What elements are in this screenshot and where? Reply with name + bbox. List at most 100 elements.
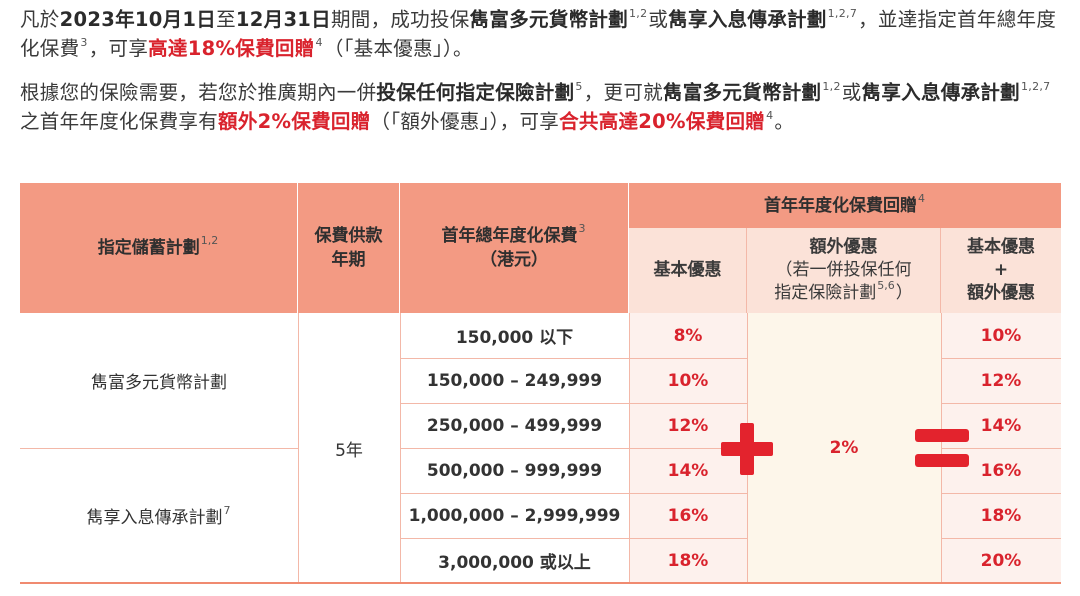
total-rebate-value: 20% (980, 550, 1022, 571)
basic-rebate-cell: 16% (629, 493, 747, 538)
footnote-ref: 5,6 (877, 279, 895, 292)
total-rebate-cell: 12% (941, 358, 1061, 403)
header-premium-line1: 首年總年度化保費 (441, 226, 578, 246)
payment-term-value: 5年 (335, 440, 363, 461)
header-extra-line1: 額外優惠 (809, 237, 878, 257)
header-total: 基本優惠 + 額外優惠 (941, 228, 1061, 313)
header-payment-term: 保費供款 年期 (298, 183, 400, 313)
divider (400, 403, 747, 404)
total-rebate-cell: 18% (941, 493, 1061, 538)
text: 。 (774, 110, 795, 133)
premium-cell: 150,000 以下 (400, 313, 629, 358)
text: 或 (648, 8, 669, 31)
text: 根據您的保險需要，若您於推廣期內一併 (20, 81, 377, 104)
header-rebate-label: 首年年度化保費回贈 (764, 195, 917, 216)
payment-term-cell: 5年 (298, 313, 400, 583)
premium-cell: 250,000 – 499,999 (400, 403, 629, 448)
divider (298, 313, 299, 583)
header-total-line1: 基本優惠 (967, 237, 1035, 257)
divider (400, 358, 747, 359)
highlight-text: 合共高達20%保費回贈 (559, 110, 766, 133)
total-rebate-value: 16% (980, 460, 1022, 481)
basic-rebate-value: 14% (667, 460, 709, 481)
header-plan: 指定儲蓄計劃1,2 (20, 183, 298, 313)
text: （「額外優惠」），可享 (370, 110, 560, 133)
plan-name: 雋富多元貨幣計劃 (662, 81, 822, 104)
text: ，並達指定首年總年度化保費 (20, 8, 1057, 60)
premium-cell: 150,000 – 249,999 (400, 358, 629, 403)
plan-name: 雋享入息傳承計劃 (861, 81, 1020, 104)
header-total-line3: 額外優惠 (967, 283, 1035, 303)
premium-cell: 3,000,000 或以上 (400, 538, 629, 583)
highlight-text: 高達18%保費回贈 (148, 37, 315, 60)
basic-rebate-value: 10% (667, 370, 709, 391)
total-rebate-cell: 10% (941, 313, 1061, 358)
text: 凡於 (20, 8, 60, 31)
footnote-ref: 4 (766, 109, 774, 122)
text: ，可享 (88, 37, 149, 60)
text: （「基本優惠」）。 (323, 37, 473, 60)
plan-name: 雋享入息傳承計劃 (86, 508, 223, 528)
divider (20, 448, 298, 449)
total-rebate-cell: 14% (941, 403, 1061, 448)
header-payment-term-line1: 保費供款 (314, 226, 383, 246)
extra-column-bg (747, 313, 941, 583)
footnote-ref: 1,2 (200, 234, 219, 247)
extra-rebate-value: 2% (829, 438, 859, 458)
premium-range: 150,000 以下 (455, 328, 574, 348)
promo-end-date: 12月31日 (235, 8, 331, 31)
header-basic: 基本優惠 (629, 228, 747, 313)
premium-range: 3,000,000 或以上 (438, 553, 591, 573)
plan-name: 雋富多元貨幣計劃 (469, 8, 628, 31)
basic-rebate-cell: 12% (629, 403, 747, 448)
header-premium-line2: （港元） (480, 250, 548, 270)
footnote-ref: 1,2,7 (827, 7, 858, 20)
extra-rebate-cell: 2% (747, 313, 941, 583)
plan-cell: 雋富多元貨幣計劃 (20, 313, 298, 448)
total-rebate-value: 18% (980, 505, 1022, 526)
rebate-table: 指定儲蓄計劃1,2 保費供款 年期 首年總年度化保費3 （港元） 首年年度化保費… (20, 183, 1061, 584)
plan-cell: 雋享入息傳承計劃7 (20, 448, 298, 583)
divider (400, 448, 747, 449)
footnote-ref: 4 (918, 191, 925, 205)
text: 期間，成功投保 (330, 8, 470, 31)
basic-rebate-value: 8% (673, 325, 703, 346)
footnote-ref: 7 (223, 504, 231, 517)
text: ） (895, 283, 913, 303)
basic-rebate-cell: 18% (629, 538, 747, 583)
divider (941, 538, 1061, 539)
text: 至 (216, 8, 236, 31)
footnote-ref: 1,2 (629, 7, 648, 20)
total-rebate-cell: 16% (941, 448, 1061, 493)
footnote-ref: 3 (578, 222, 586, 235)
total-rebate-value: 12% (980, 370, 1022, 391)
plus-icon (721, 423, 773, 475)
total-rebate-value: 14% (980, 415, 1022, 436)
plan-name: 雋享入息傳承計劃 (668, 8, 827, 31)
premium-range: 250,000 – 499,999 (426, 415, 603, 436)
plan-name: 雋富多元貨幣計劃 (91, 373, 227, 393)
header-plan-label: 指定儲蓄計劃 (97, 238, 200, 258)
promo-start-date: 2023年10月1日 (59, 8, 217, 31)
basic-rebate-value: 18% (667, 550, 709, 571)
basic-rebate-cell: 10% (629, 358, 747, 403)
header-basic-label: 基本優惠 (653, 260, 722, 280)
premium-range: 1,000,000 – 2,999,999 (408, 505, 621, 526)
header-rebate: 首年年度化保費回贈4 (629, 183, 1061, 228)
intro-paragraph-extra-offer: 根據您的保險需要，若您於推廣期內一併投保任何指定保險計劃5，更可就雋富多元貨幣計… (20, 78, 1070, 136)
premium-cell: 1,000,000 – 2,999,999 (400, 493, 629, 538)
footnote-ref: 1,2,7 (1020, 80, 1051, 93)
header-extra-line3: 指定保險計劃 (774, 283, 877, 303)
header-payment-term-line2: 年期 (331, 250, 366, 270)
header-extra: 額外優惠 （若一併投保任何 指定保險計劃5,6） (747, 228, 941, 313)
basic-rebate-cell: 14% (629, 448, 747, 493)
basic-rebate-cell: 8% (629, 313, 747, 358)
highlight-text: 額外2%保費回贈 (218, 110, 371, 133)
premium-range: 150,000 – 249,999 (426, 370, 603, 391)
total-rebate-value: 10% (980, 325, 1022, 346)
divider (941, 448, 1061, 449)
footnote-ref: 4 (315, 36, 323, 49)
intro-paragraph-basic-offer: 凡於2023年10月1日至12月31日期間，成功投保雋富多元貨幣計劃1,2或雋享… (20, 5, 1070, 63)
divider (941, 493, 1061, 494)
divider (941, 358, 1061, 359)
